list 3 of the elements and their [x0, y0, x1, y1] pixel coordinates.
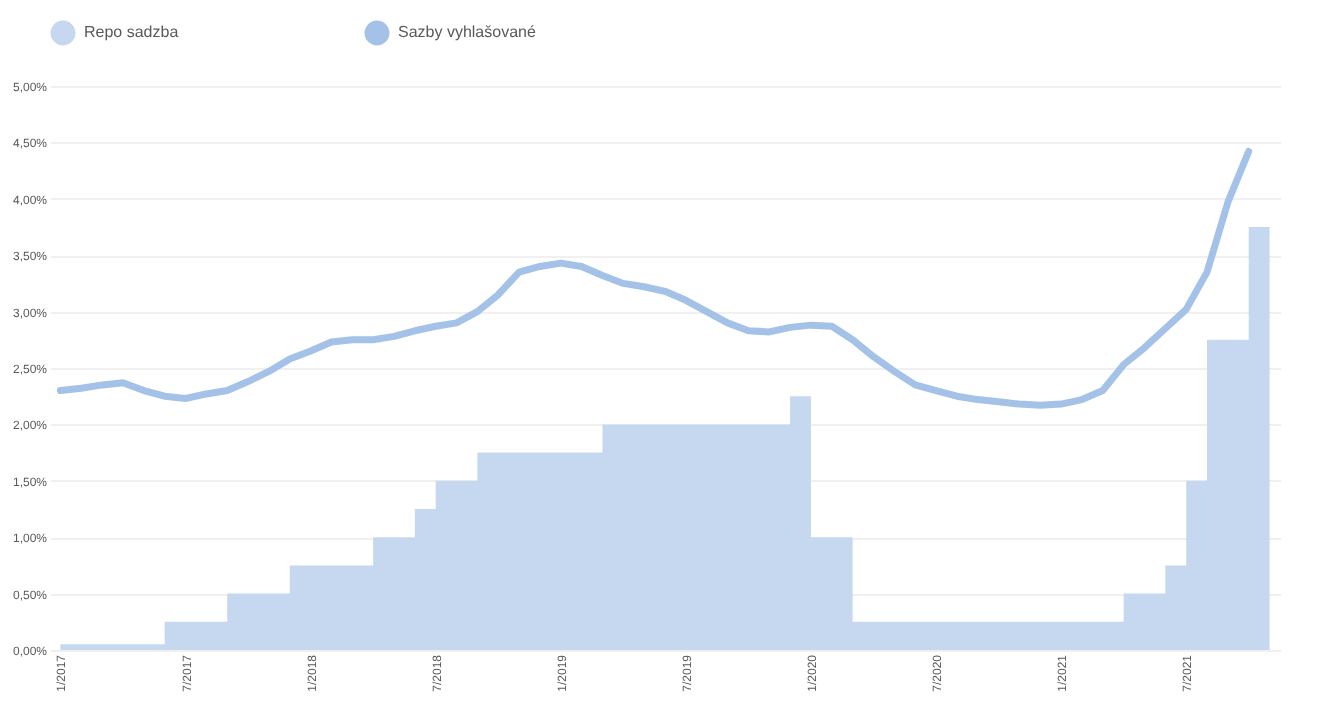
line-series: [56, 147, 1253, 409]
legend-label: Sazby vyhlašované: [398, 23, 537, 42]
legend-label: Repo sadzba: [84, 23, 180, 42]
